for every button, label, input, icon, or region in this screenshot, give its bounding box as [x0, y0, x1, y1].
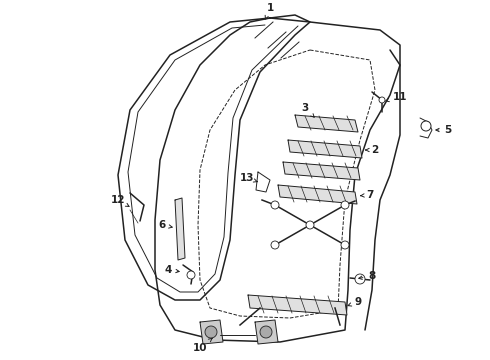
- Text: 11: 11: [386, 92, 407, 102]
- Circle shape: [341, 201, 349, 209]
- Circle shape: [421, 121, 431, 131]
- Circle shape: [341, 241, 349, 249]
- Circle shape: [205, 326, 217, 338]
- Circle shape: [355, 274, 365, 284]
- Polygon shape: [288, 140, 362, 158]
- Text: 5: 5: [436, 125, 452, 135]
- Circle shape: [260, 326, 272, 338]
- Text: 9: 9: [348, 297, 362, 307]
- Text: 8: 8: [359, 271, 376, 281]
- Text: 13: 13: [240, 173, 257, 183]
- Polygon shape: [200, 320, 223, 344]
- Polygon shape: [255, 320, 278, 344]
- Polygon shape: [248, 295, 347, 315]
- Text: 4: 4: [164, 265, 179, 275]
- Polygon shape: [118, 15, 310, 300]
- Polygon shape: [278, 185, 357, 204]
- Text: 12: 12: [111, 195, 129, 206]
- Text: 6: 6: [158, 220, 172, 230]
- Circle shape: [187, 271, 195, 279]
- Circle shape: [379, 97, 385, 103]
- Circle shape: [306, 221, 314, 229]
- Polygon shape: [283, 162, 360, 180]
- Text: 2: 2: [366, 145, 379, 155]
- Polygon shape: [155, 18, 400, 342]
- Polygon shape: [295, 115, 358, 132]
- Text: 3: 3: [301, 103, 314, 117]
- Circle shape: [271, 201, 279, 209]
- Text: 1: 1: [265, 3, 273, 19]
- Circle shape: [271, 241, 279, 249]
- Polygon shape: [175, 198, 185, 260]
- Text: 10: 10: [193, 338, 212, 353]
- Text: 7: 7: [361, 190, 374, 200]
